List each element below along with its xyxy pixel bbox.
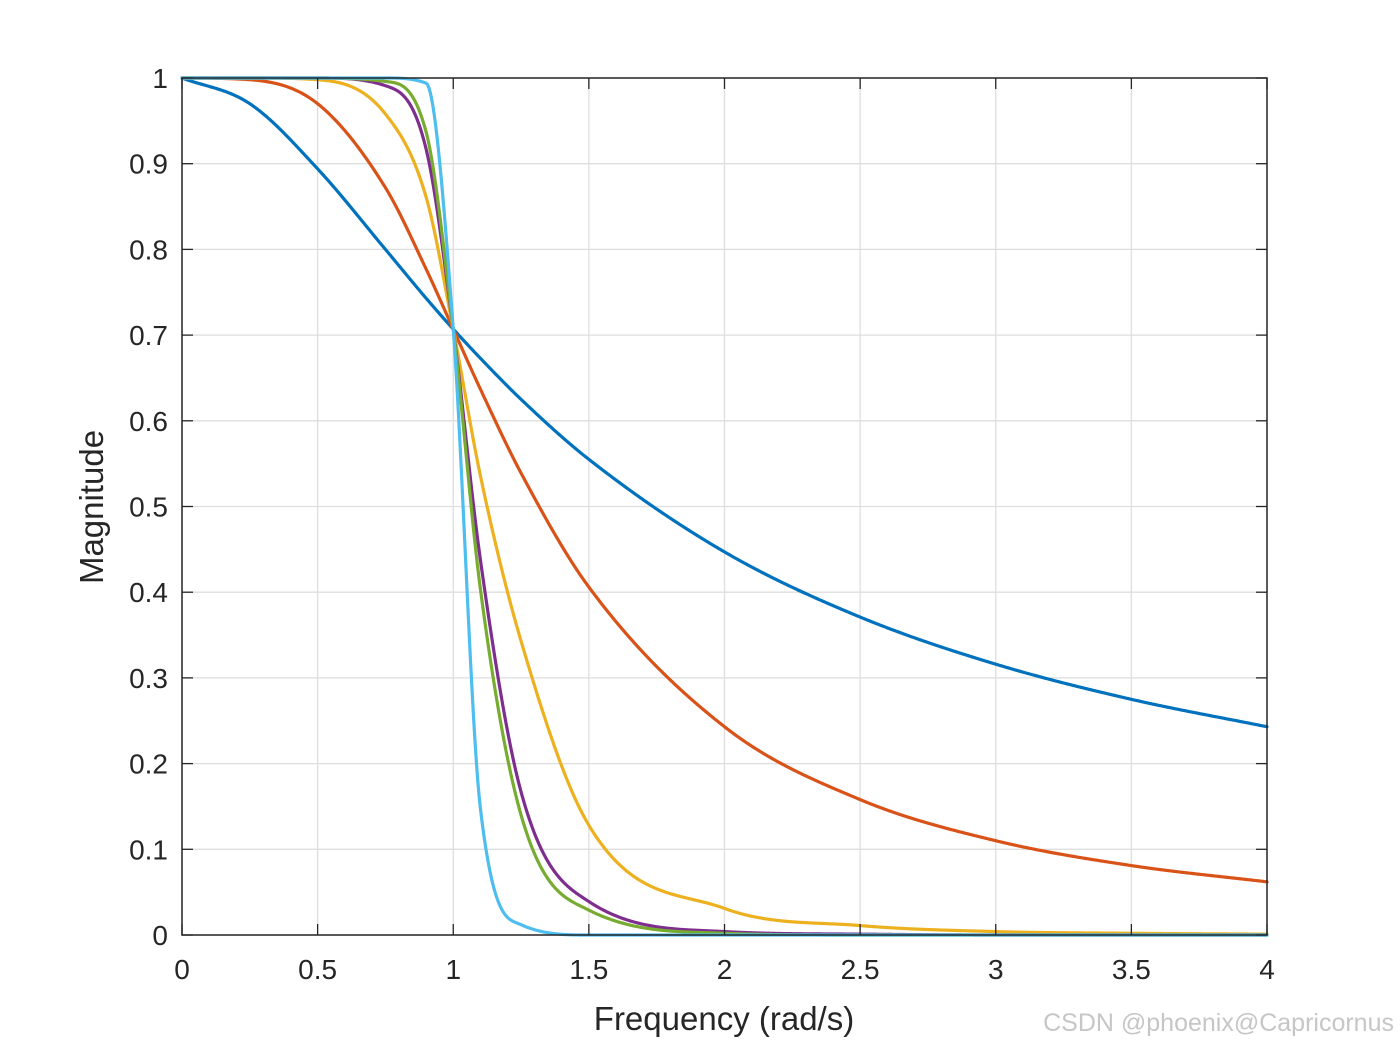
y-tick-label: 0 (152, 920, 168, 951)
x-tick-label: 0 (174, 954, 190, 985)
y-tick-label: 0.9 (129, 149, 168, 180)
series-line-3 (180, 76, 1269, 936)
x-tick-label: 3 (988, 954, 1004, 985)
x-axis-label: Frequency (rad/s) (594, 1000, 854, 1037)
y-tick-labels: 0 0.1 0.2 0.3 0.4 0.5 0.6 0.7 0.8 0.9 1 (129, 63, 168, 951)
series-line-2 (180, 76, 1269, 884)
y-axis-label: Magnitude (73, 430, 110, 584)
x-tick-label: 3.5 (1112, 954, 1151, 985)
series-line-1 (180, 76, 1269, 729)
x-tick-label: 4 (1259, 954, 1275, 985)
y-tick-label: 1 (152, 63, 168, 94)
x-tick-label: 1.5 (569, 954, 608, 985)
watermark-text: CSDN @phoenix@Capricornus (1043, 1009, 1394, 1037)
x-tick-labels: 0 0.5 1 1.5 2 2.5 3 3.5 4 (174, 954, 1275, 985)
x-tick-label: 1 (445, 954, 461, 985)
y-tick-label: 0.4 (129, 577, 168, 608)
x-tick-label: 2 (717, 954, 733, 985)
y-tick-label: 0.2 (129, 749, 168, 780)
tick-marks (181, 77, 1268, 936)
y-tick-label: 0.8 (129, 234, 168, 265)
x-tick-label: 2.5 (841, 954, 880, 985)
y-tick-label: 0.5 (129, 492, 168, 523)
y-tick-label: 0.3 (129, 663, 168, 694)
y-tick-label: 0.6 (129, 406, 168, 437)
y-tick-label: 0.7 (129, 320, 168, 351)
y-tick-label: 0.1 (129, 834, 168, 865)
x-tick-label: 0.5 (298, 954, 337, 985)
